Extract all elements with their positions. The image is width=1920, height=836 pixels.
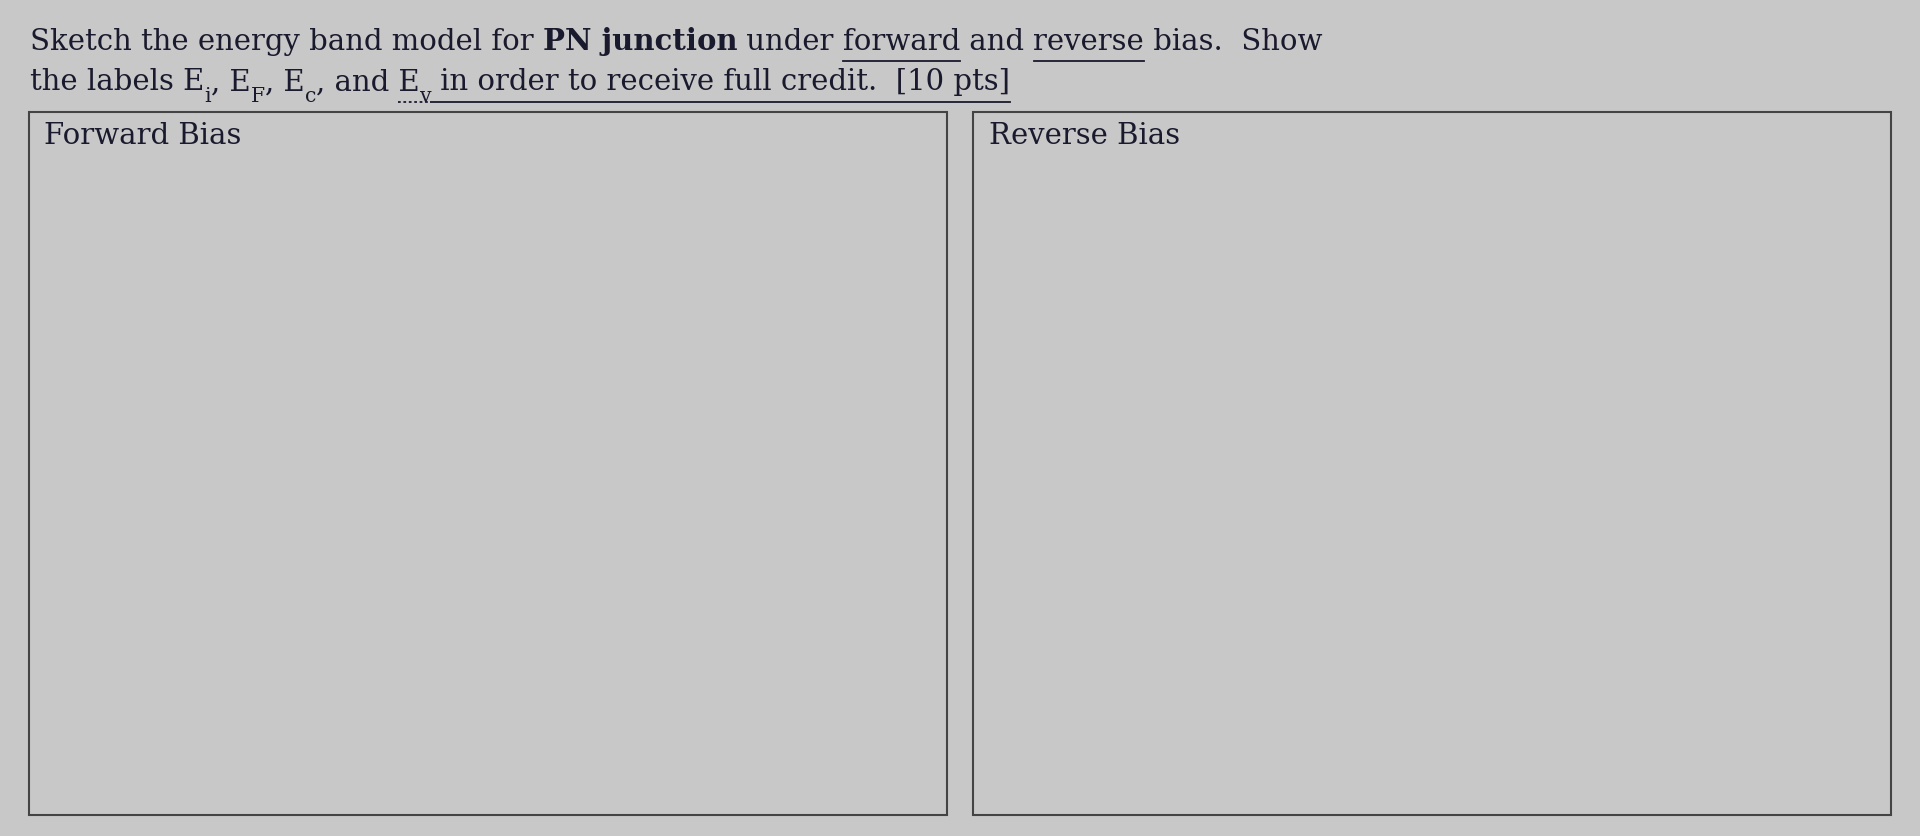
Text: bias.  Show: bias. Show [1144,28,1323,56]
Text: , E: , E [265,69,305,96]
Text: Reverse Bias: Reverse Bias [989,121,1181,150]
Text: F: F [252,87,265,106]
Text: under: under [737,28,843,56]
Bar [973,113,1891,815]
Text: c: c [305,87,317,106]
Text: in order to receive full credit.  [10 pts]: in order to receive full credit. [10 pts… [432,69,1010,96]
Text: PN junction: PN junction [543,27,737,56]
Text: the labels E: the labels E [31,69,204,96]
Text: and: and [960,28,1033,56]
Text: v: v [420,87,432,106]
Bar [29,113,947,815]
Text: , E: , E [211,69,252,96]
Text: reverse: reverse [1033,28,1144,56]
Text: , and E: , and E [317,69,420,96]
Text: i: i [204,87,211,106]
Text: forward: forward [843,28,960,56]
Text: Sketch the energy band model for: Sketch the energy band model for [31,28,543,56]
Text: Forward Bias: Forward Bias [44,121,242,150]
